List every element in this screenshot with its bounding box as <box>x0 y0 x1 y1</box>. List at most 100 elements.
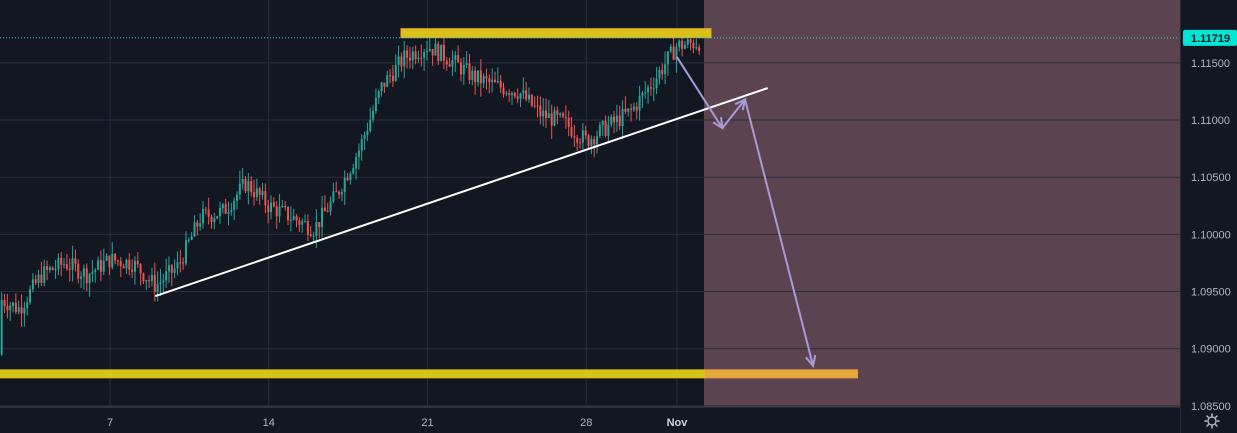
candle-body <box>496 81 499 83</box>
candle-body <box>346 177 349 181</box>
candle-body <box>397 56 400 65</box>
candle-body <box>406 50 409 58</box>
candle-body <box>250 181 253 193</box>
candle-body <box>434 43 437 56</box>
candle-body <box>437 43 440 62</box>
candle-body <box>216 216 219 219</box>
candle-body <box>621 108 624 127</box>
candle-body <box>451 59 454 67</box>
projection-path[interactable] <box>676 56 817 369</box>
candle-body <box>459 62 462 75</box>
candle-body <box>408 57 411 61</box>
candle-body <box>485 76 488 79</box>
candle-body <box>596 136 599 145</box>
candle-body <box>17 307 20 312</box>
candle-body <box>491 79 494 83</box>
candle-body <box>207 209 210 217</box>
candle-body <box>615 115 618 123</box>
time-axis-panel[interactable] <box>0 407 1180 433</box>
candle-body <box>573 136 576 138</box>
time-tick-label: Nov <box>667 417 689 429</box>
price-tick-label: 1.10000 <box>1191 229 1231 241</box>
price-tick-label: 1.11500 <box>1191 58 1230 70</box>
candle-body <box>431 48 434 56</box>
candle-body <box>539 105 542 117</box>
candle-body <box>414 51 417 60</box>
candle-body <box>335 191 338 193</box>
candle-body <box>221 204 224 208</box>
candle-body <box>102 260 105 272</box>
candle-body <box>82 268 85 277</box>
candle-body <box>233 200 236 211</box>
last-price-value: 1.11719 <box>1191 33 1230 45</box>
candle-body <box>122 266 125 269</box>
projection-segment <box>676 56 724 129</box>
candle-body <box>511 92 514 96</box>
candle-body <box>190 236 193 240</box>
candle-body <box>329 201 332 212</box>
candle-body <box>119 260 122 267</box>
candle-body <box>508 93 511 96</box>
candle-body <box>666 51 669 65</box>
candle-body <box>587 135 590 147</box>
candle-body <box>227 211 230 214</box>
candle-body <box>12 302 15 306</box>
candle-body <box>425 50 428 53</box>
price-axis-ticks: 1.11500 1.11000 1.10500 1.10000 1.09500 1.090… <box>1191 58 1231 413</box>
candle-body <box>105 255 108 261</box>
candle-body <box>184 240 187 264</box>
candle-body <box>383 82 386 87</box>
candle-body <box>156 283 159 293</box>
candle-body <box>0 299 3 355</box>
candle-body <box>417 57 420 60</box>
candle-body <box>564 116 567 118</box>
candle-body <box>131 269 134 272</box>
candle-body <box>683 44 686 49</box>
settings-gear-icon[interactable] <box>1204 413 1220 429</box>
support-level-bar[interactable] <box>0 369 705 379</box>
candle-body <box>380 82 383 92</box>
candle-body <box>692 42 695 49</box>
support-level-bar-extension[interactable] <box>705 369 858 379</box>
candle-body <box>530 94 533 106</box>
candle-body <box>182 262 185 264</box>
candle-body <box>213 218 216 223</box>
candle-body <box>372 110 375 120</box>
candle-body <box>128 259 131 270</box>
candle-body <box>9 305 12 311</box>
candle-body <box>360 139 363 151</box>
candle-body <box>499 81 502 88</box>
candle-body <box>236 194 239 201</box>
candle-body <box>547 113 550 119</box>
candle-body <box>14 302 17 312</box>
ascending-trendline[interactable] <box>155 87 769 298</box>
candle-body <box>201 209 204 224</box>
price-tick-label: 1.11000 <box>1191 115 1230 127</box>
candle-body <box>457 55 460 63</box>
resistance-level-bar[interactable] <box>400 28 712 39</box>
candle-body <box>145 280 148 282</box>
candle-body <box>193 222 196 237</box>
candle-body <box>632 106 635 110</box>
candle-body <box>641 92 644 97</box>
candle-body <box>644 92 647 94</box>
time-tick-label: 14 <box>263 417 275 429</box>
candle-body <box>23 307 26 314</box>
candle-body <box>196 222 199 227</box>
candle-body <box>6 305 9 311</box>
candle-body <box>244 179 247 192</box>
candle-body <box>363 135 366 140</box>
candles-series <box>0 29 701 356</box>
candle-body <box>230 210 233 212</box>
price-axis-panel[interactable] <box>1180 0 1237 433</box>
price-tick-label: 1.09000 <box>1191 344 1231 356</box>
candle-body <box>678 40 681 48</box>
candle-body <box>618 115 621 127</box>
candle-body <box>462 65 465 75</box>
candle-body <box>442 44 445 61</box>
candle-body <box>247 181 250 192</box>
candle-body <box>389 75 392 77</box>
candle-body <box>669 46 672 52</box>
candle-body <box>153 274 156 293</box>
